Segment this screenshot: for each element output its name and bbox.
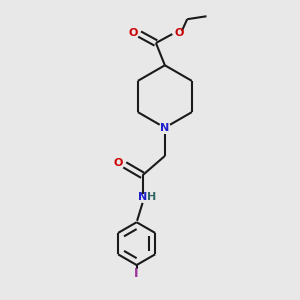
Text: N: N [138,192,147,202]
Text: N: N [160,123,170,133]
Text: O: O [174,28,184,38]
Text: I: I [134,267,139,280]
Text: H: H [148,192,157,202]
Text: O: O [113,158,123,168]
Text: O: O [129,28,138,38]
